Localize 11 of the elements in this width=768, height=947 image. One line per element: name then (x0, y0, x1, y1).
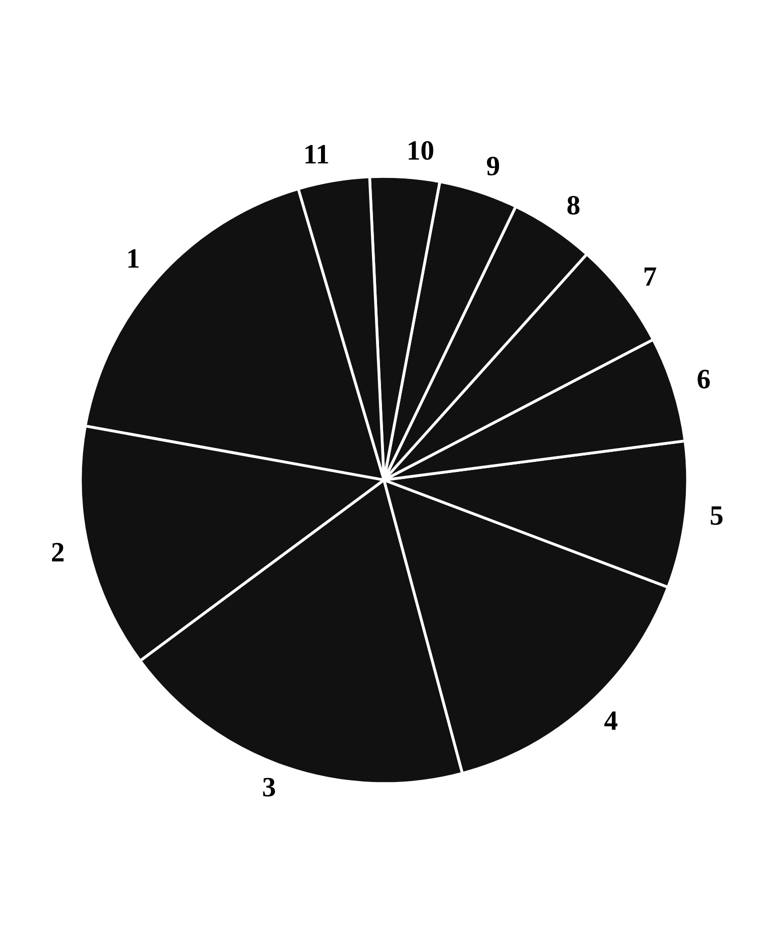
slice-label: 2 (52, 542, 64, 562)
slice-label: 4 (604, 712, 618, 730)
slice-label: 3 (263, 778, 276, 796)
slice-label: 1 (128, 249, 139, 268)
slice-label: 8 (567, 196, 580, 215)
slice-label: 6 (698, 370, 710, 388)
slice-label: 11 (306, 145, 328, 164)
slice-label: 9 (486, 156, 500, 176)
slice-label: 5 (710, 506, 723, 525)
slice-label: 7 (644, 267, 656, 286)
slice-label: 10 (408, 141, 434, 160)
